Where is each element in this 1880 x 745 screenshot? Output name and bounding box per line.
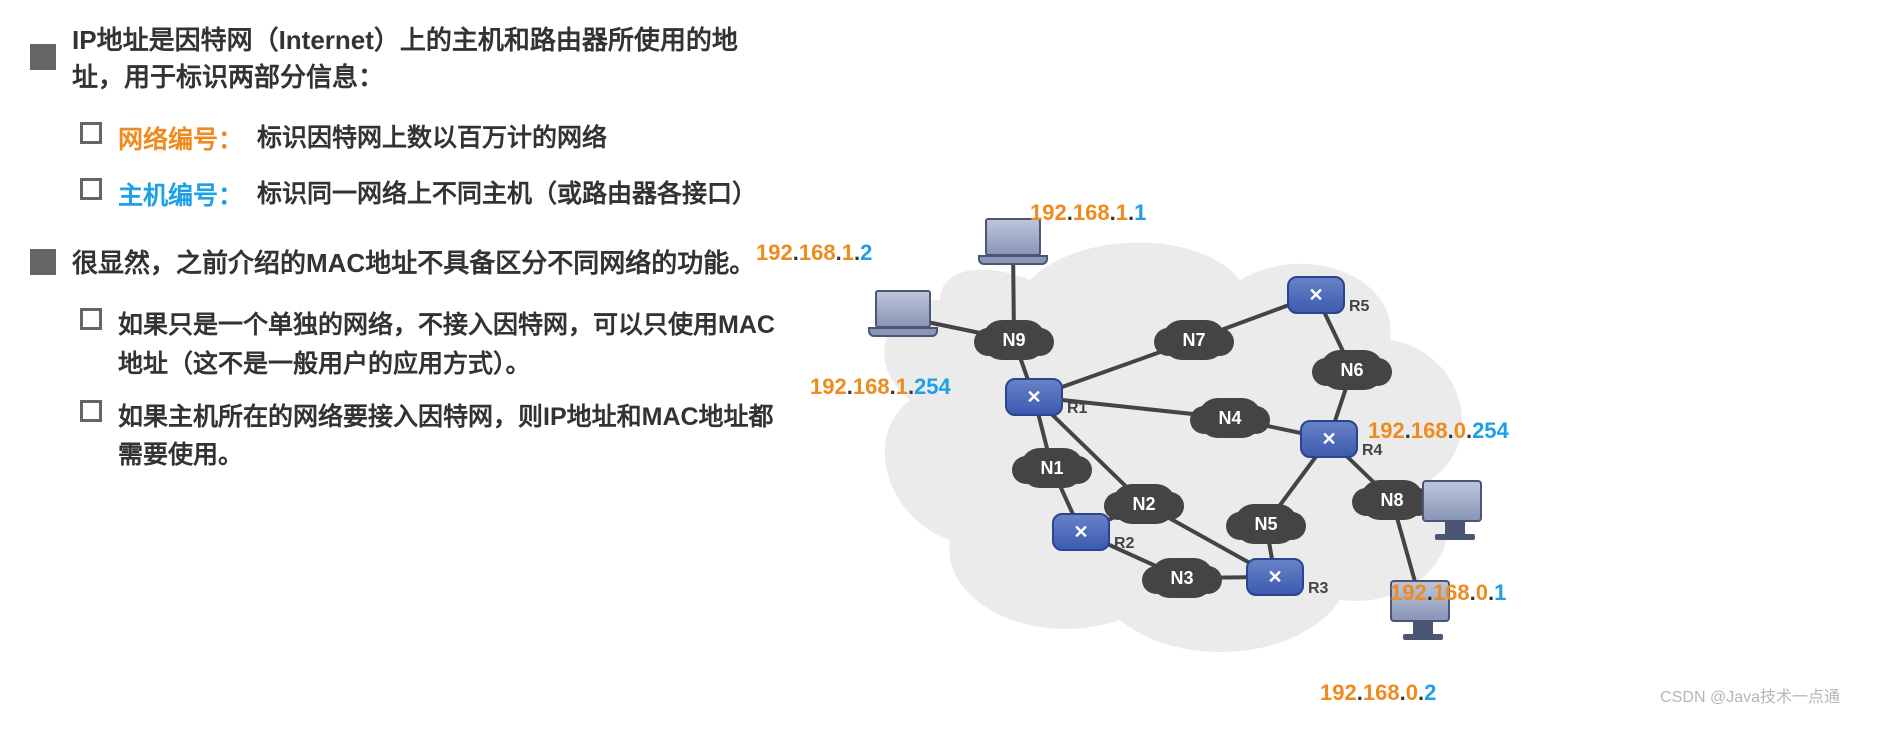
ip-laptop1: 192.168.1.2	[756, 240, 872, 266]
hollow-square-bullet	[80, 400, 102, 422]
heading-1: IP地址是因特网（Internet）上的主机和路由器所使用的地址，用于标识两部分…	[72, 20, 780, 94]
router-label-r2: R2	[1114, 535, 1134, 553]
host-desc: 标识同一网络上不同主机（或路由器各接口）	[257, 176, 757, 214]
ip-laptop2: 192.168.1.1	[1030, 200, 1146, 226]
host-label: 主机编号：	[118, 176, 243, 212]
heading-2: 很显然，之前介绍的MAC地址不具备区分不同网络的功能。	[72, 243, 755, 280]
section-2: 很显然，之前介绍的MAC地址不具备区分不同网络的功能。 如果只是一个单独的网络，…	[30, 243, 780, 475]
router-r1	[1005, 378, 1063, 416]
laptop-l2	[978, 218, 1048, 272]
ip-d1: 192.168.0.1	[1390, 580, 1506, 606]
para-1: 如果只是一个单独的网络，不接入因特网，可以只使用MAC地址（这不是一般用户的应用…	[118, 306, 780, 384]
desktop-d1	[1422, 480, 1488, 540]
hollow-square-bullet	[80, 178, 102, 200]
para-1-row: 如果只是一个单独的网络，不接入因特网，可以只使用MAC地址（这不是一般用户的应用…	[80, 306, 780, 384]
router-label-r1: R1	[1067, 400, 1087, 418]
para-2-row: 如果主机所在的网络要接入因特网，则IP地址和MAC地址都需要使用。	[80, 398, 780, 476]
net-node-n1: N1	[1020, 448, 1084, 488]
router-r4	[1300, 420, 1358, 458]
edge-layer	[800, 180, 1520, 740]
router-r3	[1246, 558, 1304, 596]
net-desc: 标识因特网上数以百万计的网络	[257, 120, 607, 158]
router-label-r3: R3	[1308, 580, 1328, 598]
laptop-l1	[868, 290, 938, 344]
net-label: 网络编号：	[118, 120, 243, 156]
watermark: CSDN @Java技术一点通	[1660, 683, 1840, 707]
sub-host-row: 主机编号： 标识同一网络上不同主机（或路由器各接口）	[80, 176, 780, 214]
solid-square-bullet	[30, 249, 56, 275]
ip-r1: 192.168.1.254	[810, 374, 951, 400]
net-node-n6: N6	[1320, 350, 1384, 390]
router-label-r4: R4	[1362, 442, 1382, 460]
router-label-r5: R5	[1349, 298, 1369, 316]
net-node-n4: N4	[1198, 398, 1262, 438]
heading-2-row: 很显然，之前介绍的MAC地址不具备区分不同网络的功能。	[30, 243, 780, 280]
heading-1-row: IP地址是因特网（Internet）上的主机和路由器所使用的地址，用于标识两部分…	[30, 20, 780, 94]
solid-square-bullet	[30, 44, 56, 70]
router-r5	[1287, 276, 1345, 314]
net-node-n8: N8	[1360, 480, 1424, 520]
hollow-square-bullet	[80, 122, 102, 144]
net-node-n9: N9	[982, 320, 1046, 360]
hollow-square-bullet	[80, 308, 102, 330]
ip-d2: 192.168.0.2	[1320, 680, 1436, 706]
router-r2	[1052, 513, 1110, 551]
para-2: 如果主机所在的网络要接入因特网，则IP地址和MAC地址都需要使用。	[118, 398, 780, 476]
net-node-n5: N5	[1234, 504, 1298, 544]
net-node-n2: N2	[1112, 484, 1176, 524]
ip-r4: 192.168.0.254	[1368, 418, 1509, 444]
text-column: IP地址是因特网（Internet）上的主机和路由器所使用的地址，用于标识两部分…	[30, 20, 780, 489]
net-node-n3: N3	[1150, 558, 1214, 598]
net-node-n7: N7	[1162, 320, 1226, 360]
sub-net-row: 网络编号： 标识因特网上数以百万计的网络	[80, 120, 780, 158]
network-diagram: N1 N2 N3 N4 N5 N6 N7 N8 N9 R1 R2 R3 R4 R5 192.168.1.1 1…	[800, 180, 1520, 740]
